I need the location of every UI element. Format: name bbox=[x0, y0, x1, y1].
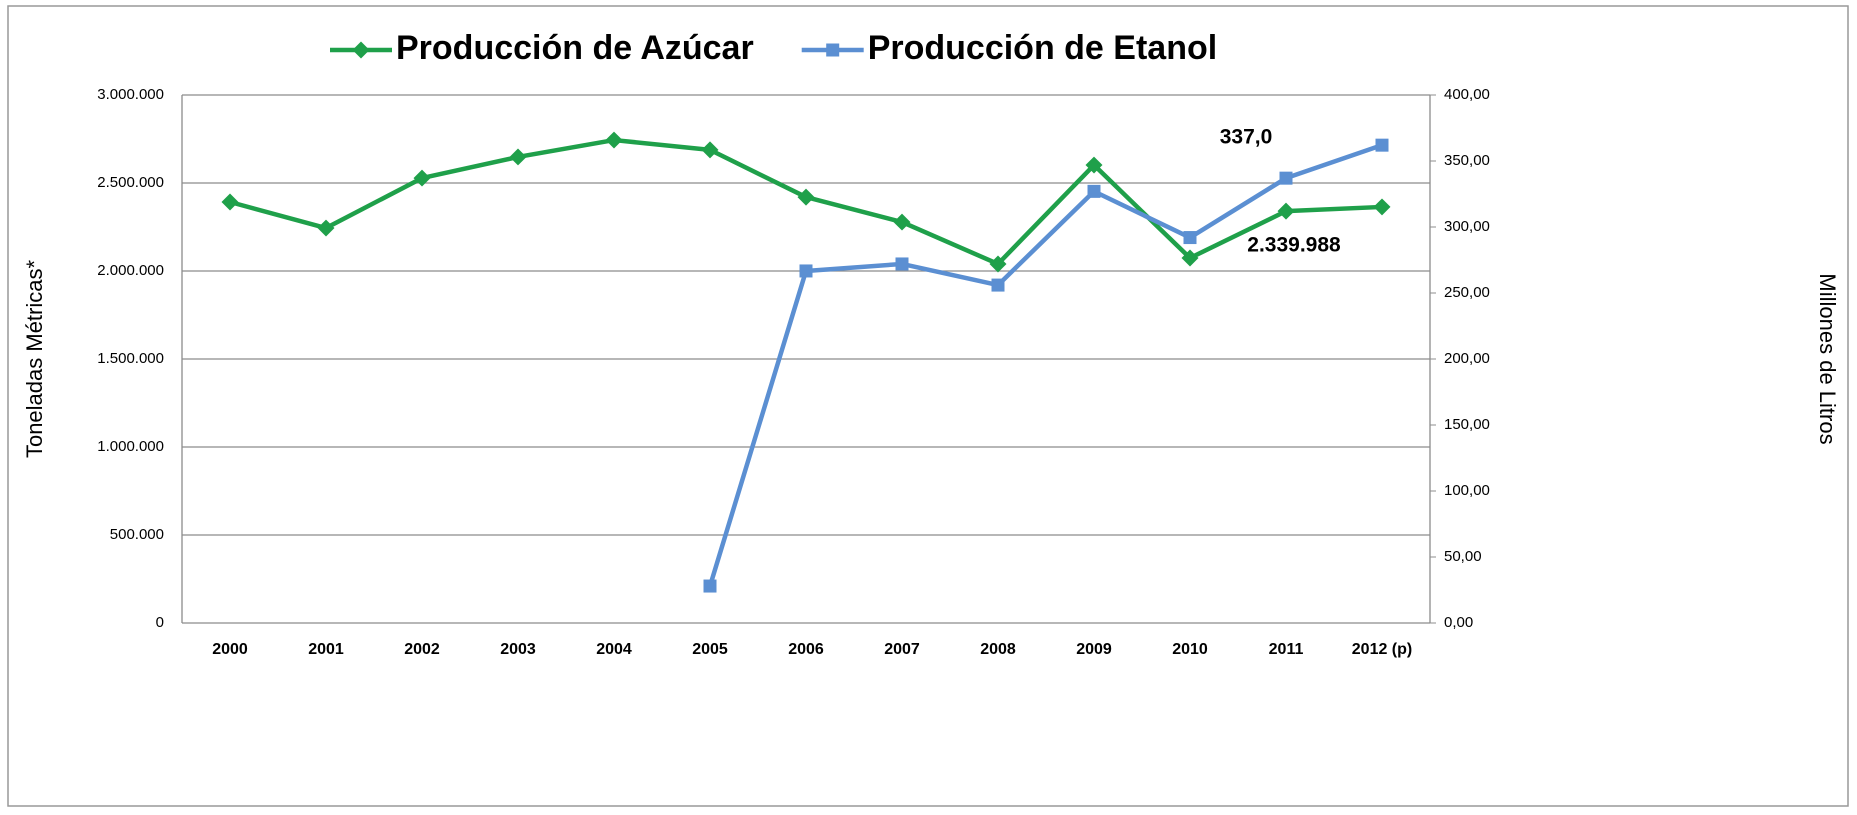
y-tick-label: 2.500.000 bbox=[97, 174, 164, 191]
x-tick-label: 2003 bbox=[500, 641, 536, 658]
y2-axis-label: Millones de Litros bbox=[1815, 273, 1840, 444]
data-label: 337,0 bbox=[1220, 126, 1273, 149]
x-tick-label: 2005 bbox=[692, 641, 728, 658]
y-tick-label: 500.000 bbox=[110, 526, 164, 543]
data-label: 2.339.988 bbox=[1247, 234, 1341, 257]
y2-tick-label: 150,00 bbox=[1444, 416, 1490, 433]
marker bbox=[413, 169, 431, 187]
y2-tick-label: 0,00 bbox=[1444, 614, 1473, 631]
y2-tick-label: 250,00 bbox=[1444, 284, 1490, 301]
marker bbox=[893, 213, 911, 231]
x-tick-label: 2000 bbox=[212, 641, 248, 658]
x-tick-label: 2010 bbox=[1172, 641, 1208, 658]
marker bbox=[1279, 171, 1293, 185]
legend-marker bbox=[826, 43, 840, 57]
x-tick-label: 2006 bbox=[788, 641, 824, 658]
y2-tick-label: 350,00 bbox=[1444, 152, 1490, 169]
marker bbox=[991, 278, 1005, 292]
y2-tick-label: 400,00 bbox=[1444, 86, 1490, 103]
x-tick-label: 2011 bbox=[1269, 641, 1304, 658]
x-tick-label: 2004 bbox=[596, 641, 632, 658]
marker bbox=[797, 188, 815, 206]
marker bbox=[703, 579, 717, 593]
marker bbox=[1375, 138, 1389, 152]
y-tick-label: 2.000.000 bbox=[97, 262, 164, 279]
marker bbox=[1183, 231, 1197, 245]
series-line bbox=[707, 143, 1383, 587]
y2-tick-label: 200,00 bbox=[1444, 350, 1490, 367]
y-tick-label: 1.000.000 bbox=[97, 438, 164, 455]
frame bbox=[7, 5, 1849, 807]
y-axis-label: Toneladas Métricas* bbox=[22, 260, 47, 459]
x-tick-label: 2002 bbox=[404, 641, 440, 658]
x-tick-label: 2007 bbox=[884, 641, 920, 658]
marker bbox=[317, 219, 335, 237]
legend-label: Producción de Etanol bbox=[868, 29, 1217, 67]
x-tick-label: 2009 bbox=[1076, 641, 1112, 658]
marker bbox=[799, 264, 813, 278]
x-tick-label: 2008 bbox=[980, 641, 1016, 658]
x-tick-label: 2012 (p) bbox=[1352, 641, 1412, 658]
legend-label: Producción de Azúcar bbox=[396, 29, 754, 67]
marker bbox=[509, 148, 527, 166]
marker bbox=[989, 255, 1007, 273]
marker bbox=[221, 193, 239, 211]
y2-tick-label: 100,00 bbox=[1444, 482, 1490, 499]
marker bbox=[605, 131, 623, 149]
marker bbox=[701, 141, 719, 159]
x-tick-label: 2001 bbox=[308, 641, 344, 658]
y2-tick-label: 50,00 bbox=[1444, 548, 1482, 565]
y-tick-label: 1.500.000 bbox=[97, 350, 164, 367]
y2-tick-label: 300,00 bbox=[1444, 218, 1490, 235]
marker bbox=[1087, 184, 1101, 198]
marker bbox=[895, 257, 909, 271]
y-tick-label: 3.000.000 bbox=[97, 86, 164, 103]
y-tick-label: 0 bbox=[156, 614, 164, 631]
